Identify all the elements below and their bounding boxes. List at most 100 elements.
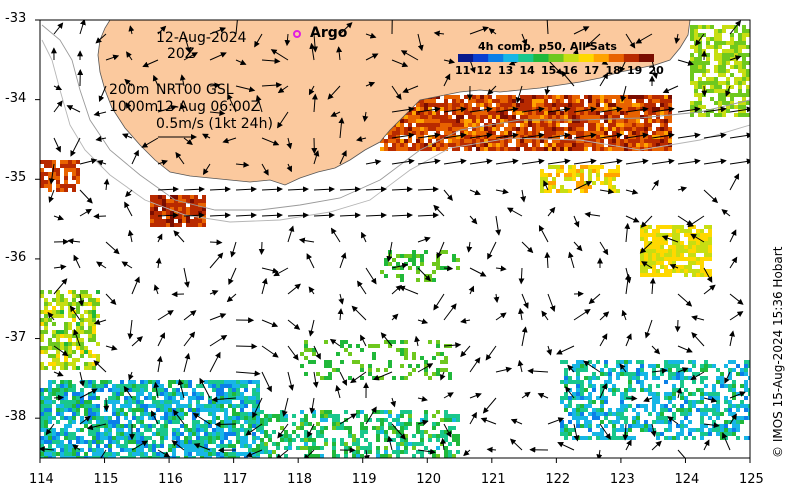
sst-pixel (738, 49, 742, 53)
sst-pixel (624, 392, 628, 396)
sst-pixel (588, 127, 592, 131)
sst-pixel (560, 139, 564, 143)
sst-pixel (364, 446, 368, 450)
sst-pixel (692, 225, 696, 229)
sst-pixel (144, 456, 148, 458)
current-arrow (391, 132, 415, 139)
colorbar-swatch (578, 54, 595, 62)
sst-pixel (232, 412, 236, 416)
sst-pixel (380, 147, 384, 151)
sst-pixel (468, 139, 472, 143)
sst-pixel (700, 436, 704, 440)
current-arrow (179, 102, 186, 113)
sst-pixel (742, 29, 746, 33)
sst-pixel (324, 426, 328, 430)
current-arrow (391, 423, 406, 440)
sst-pixel (480, 103, 484, 107)
sst-pixel (40, 428, 44, 432)
sst-pixel (672, 372, 676, 376)
current-arrow (258, 241, 265, 255)
sst-pixel (484, 127, 488, 131)
sst-pixel (700, 273, 704, 277)
sst-pixel (572, 115, 576, 119)
sst-pixel (194, 207, 198, 211)
sst-pixel (468, 119, 472, 123)
sst-pixel (168, 380, 172, 384)
sst-pixel (500, 115, 504, 119)
sst-pixel (572, 380, 576, 384)
current-arrow (308, 85, 315, 96)
sst-pixel (92, 326, 96, 330)
sst-pixel (312, 410, 316, 414)
sst-pixel (364, 418, 368, 422)
sst-pixel (136, 448, 140, 452)
sst-pixel (592, 115, 596, 119)
sst-pixel (608, 147, 612, 151)
sst-pixel (652, 396, 656, 400)
sst-pixel (256, 400, 260, 404)
sst-pixel (72, 342, 76, 346)
current-arrow (386, 241, 393, 263)
sst-pixel (248, 448, 252, 452)
current-arrow (391, 313, 399, 321)
current-arrow (131, 149, 139, 165)
sst-pixel (140, 416, 144, 420)
sst-pixel (228, 388, 232, 392)
sst-pixel (690, 33, 694, 37)
sst-pixel (734, 105, 738, 109)
sst-pixel (132, 424, 136, 428)
sst-pixel (744, 368, 748, 372)
sst-pixel (136, 400, 140, 404)
current-arrow (599, 311, 610, 321)
sst-pixel (730, 65, 734, 69)
sst-pixel (536, 99, 540, 103)
sst-pixel (726, 85, 730, 89)
sst-pixel (416, 426, 420, 430)
sst-pixel (672, 257, 676, 261)
current-arrow (362, 111, 369, 122)
sst-pixel (182, 203, 186, 207)
sst-pixel (228, 400, 232, 404)
sst-pixel (84, 384, 88, 388)
sst-pixel (220, 420, 224, 424)
sst-pixel (612, 147, 616, 151)
sst-pixel (516, 147, 520, 151)
sst-pixel (68, 310, 72, 314)
sst-pixel (560, 189, 564, 193)
sst-pixel (644, 388, 648, 392)
sst-pixel (668, 400, 672, 404)
sst-pixel (68, 432, 72, 436)
sst-pixel (676, 376, 680, 380)
sst-pixel (186, 207, 190, 211)
sst-pixel (698, 65, 702, 69)
sst-pixel (392, 450, 396, 454)
sst-pixel (240, 444, 244, 448)
sst-pixel (162, 199, 166, 203)
sst-pixel (548, 189, 552, 193)
sst-pixel (616, 408, 620, 412)
sst-pixel (576, 107, 580, 111)
sst-pixel (40, 172, 44, 176)
sst-pixel (440, 123, 444, 127)
sst-pixel (710, 77, 714, 81)
current-arrow (691, 315, 705, 321)
sst-pixel (320, 410, 324, 414)
sst-pixel (436, 422, 440, 426)
sst-pixel (444, 107, 448, 111)
sst-pixel (304, 344, 308, 348)
sst-pixel (252, 440, 256, 444)
current-arrow (495, 106, 519, 113)
sst-pixel (702, 73, 706, 77)
sst-pixel (196, 436, 200, 440)
sst-pixel (608, 372, 612, 376)
sst-pixel (208, 420, 212, 424)
current-arrow (339, 212, 361, 219)
sst-pixel (652, 400, 656, 404)
sst-pixel (452, 258, 456, 262)
sst-pixel (472, 131, 476, 135)
sst-pixel (84, 400, 88, 404)
sst-pixel (580, 364, 584, 368)
current-arrow (573, 215, 580, 228)
sst-pixel (632, 103, 636, 107)
sst-pixel (284, 418, 288, 422)
